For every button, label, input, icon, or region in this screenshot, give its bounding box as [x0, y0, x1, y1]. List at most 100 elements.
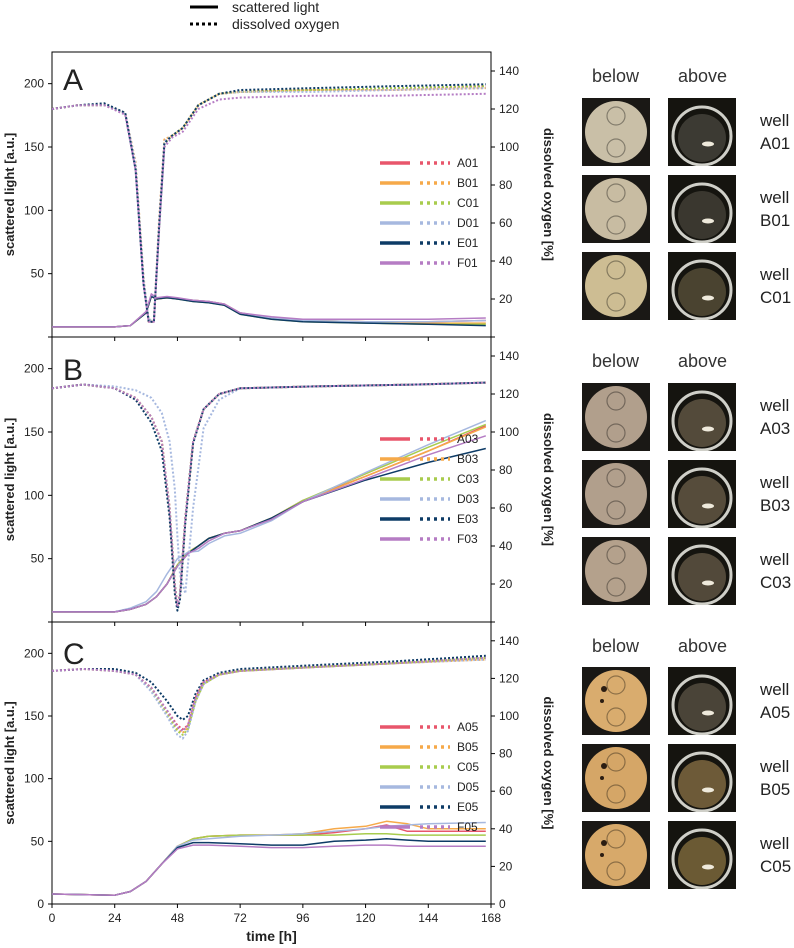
sensor-spot [606, 707, 626, 727]
photo-below-B05 [582, 744, 650, 812]
dark-spot [601, 840, 607, 846]
x-tick-label: 0 [49, 911, 56, 925]
well-id: A03 [760, 419, 791, 438]
scattered-light-F03 [52, 435, 487, 613]
dissolved-oxygen-E05 [52, 654, 486, 721]
y-left-tick-label: 50 [31, 267, 45, 281]
dark-spot [601, 686, 607, 692]
legend-label: E03 [457, 512, 479, 526]
y-left-tick-label: 150 [24, 709, 44, 723]
y-left-tick-label: 200 [24, 77, 44, 91]
light-reflection [702, 426, 714, 432]
y-left-tick-label: 50 [31, 834, 45, 848]
dissolved-oxygen-E03 [52, 381, 486, 612]
y-right-tick-label: 80 [499, 747, 513, 761]
photo-below-B03 [582, 460, 650, 528]
y-left-tick-label: 200 [24, 646, 44, 660]
photo-below-B01 [582, 175, 650, 243]
y-right-tick-label: 0 [499, 897, 506, 911]
well-label-A01: well A01 [760, 109, 790, 155]
well-rim [671, 467, 733, 528]
sensor-spot [606, 500, 626, 520]
well-word: well [760, 396, 790, 415]
y-left-tick-label: 50 [31, 552, 45, 566]
sensor-spot [606, 752, 626, 772]
legend-label: E01 [457, 236, 479, 250]
photo-above-B03 [668, 460, 736, 528]
well-label-B03: well B03 [760, 471, 790, 517]
dissolved-oxygen-D03 [52, 381, 486, 595]
photo-above-C01 [668, 252, 736, 320]
y-right-tick-label: 80 [499, 463, 513, 477]
dissolved-oxygen-F03 [52, 381, 486, 608]
dissolved-oxygen-A03 [52, 381, 486, 608]
well-rim [671, 390, 733, 451]
sensor-spot [606, 468, 626, 488]
well-content [678, 837, 726, 885]
well-label-C01: well C01 [760, 263, 791, 309]
scattered-light-E03 [52, 447, 486, 613]
light-reflection [702, 710, 714, 716]
x-axis-label: time [h] [246, 928, 297, 944]
sensor-spot [606, 577, 626, 597]
legend-label: D05 [457, 780, 479, 794]
x-tick-label: 120 [356, 911, 376, 925]
legend-label: F01 [457, 256, 478, 270]
y-left-tick-label: 100 [24, 772, 44, 786]
y-right-tick-label: 60 [499, 784, 513, 798]
y-right-tick-label: 80 [499, 178, 513, 192]
light-reflection [702, 580, 714, 586]
photo-below-A03 [582, 383, 650, 451]
well-content [678, 268, 726, 316]
plot-frame [51, 336, 492, 623]
well-bottom-disc [585, 747, 647, 809]
x-tick-label: 96 [296, 911, 310, 925]
y-right-tick-label: 60 [499, 501, 513, 515]
scattered-light-C05 [52, 833, 486, 896]
well-id: A01 [760, 134, 791, 153]
y-right-tick-label: 20 [499, 859, 513, 873]
photo-above-C05 [668, 821, 736, 889]
panel-B: B 50 100 150 200 20 40 60 80 100 120 140 scattered l… [2, 336, 556, 626]
legend-label: C05 [457, 760, 479, 774]
dissolved-oxygen-F01 [52, 92, 486, 323]
photo-header-below: below [592, 351, 640, 371]
well-rim [671, 105, 733, 166]
legend-label: A03 [457, 432, 479, 446]
photo-above-B01 [668, 175, 736, 243]
panel-letter: C [63, 638, 85, 671]
series-lines [52, 83, 486, 328]
well-label-B05: well B05 [760, 755, 790, 801]
sensor-spot [606, 106, 626, 126]
y-right-tick-label: 120 [499, 387, 519, 401]
well-word: well [760, 188, 790, 207]
well-rim [671, 674, 733, 735]
well-word: well [760, 265, 790, 284]
photo-below-A05 [582, 667, 650, 735]
y-right-tick-label: 140 [499, 349, 519, 363]
y-left-tick-label: 200 [24, 362, 44, 376]
photo-above-A03 [668, 383, 736, 451]
sensor-spot [606, 391, 626, 411]
y-left-axis-label: scattered light [a.u.] [2, 133, 17, 257]
y-right-tick-label: 60 [499, 216, 513, 230]
light-reflection [702, 787, 714, 793]
y-right-tick-label: 140 [499, 634, 519, 648]
y-right-tick-label: 20 [499, 292, 513, 306]
y-right-tick-label: 100 [499, 709, 519, 723]
in-plot-legend: A01 B01 C01 D01 E01 F01 [380, 156, 479, 270]
legend-label: D01 [457, 216, 479, 230]
x-tick-label: 72 [233, 911, 247, 925]
legend-dotted-label: dissolved oxygen [232, 16, 339, 32]
well-content [678, 760, 726, 808]
scattered-light-F05 [52, 844, 486, 896]
photo-above-A01 [668, 98, 736, 166]
well-rim [671, 182, 733, 243]
legend-label: F03 [457, 532, 478, 546]
well-id: B05 [760, 780, 791, 799]
photo-below-C05 [582, 821, 650, 889]
legend-label: E05 [457, 800, 479, 814]
x-tick-label: 48 [171, 911, 185, 925]
well-content [678, 476, 726, 524]
